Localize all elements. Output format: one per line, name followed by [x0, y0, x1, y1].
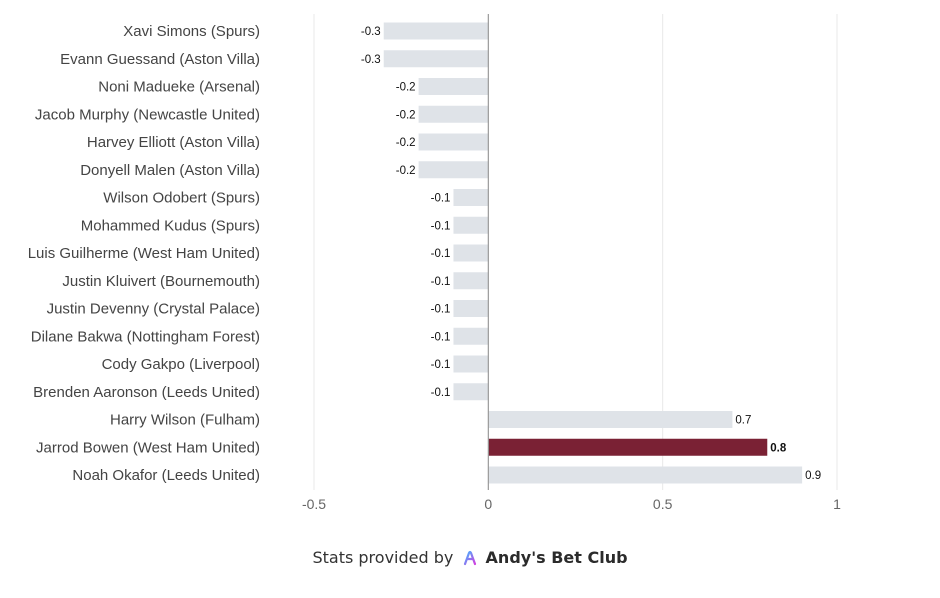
bar [383, 22, 489, 40]
bar [383, 50, 489, 68]
data-label: 0.7 [735, 415, 751, 427]
bar-chart: -0.5 0 0.5 1 Xavi Simons (Spurs) -0.3 Evann Gu… [28, 14, 841, 512]
category-label: Evann Guessand (Aston Villa) [60, 51, 260, 68]
data-label: -0.1 [431, 304, 451, 316]
bar [453, 383, 489, 401]
category-label: Noah Okafor (Leeds United) [72, 467, 260, 484]
category-label: Jacob Murphy (Newcastle United) [35, 106, 260, 123]
data-label: -0.3 [361, 54, 381, 66]
category-label: Luis Guilherme (West Ham United) [28, 245, 260, 262]
category-label: Harry Wilson (Fulham) [110, 412, 260, 429]
bar [453, 272, 489, 290]
bar [453, 244, 489, 262]
footer-prefix: Stats provided by [312, 548, 454, 567]
data-label: -0.2 [396, 137, 416, 149]
x-tick-label: 0.5 [653, 496, 673, 512]
category-label: Noni Madueke (Arsenal) [98, 79, 260, 96]
bar [453, 216, 489, 234]
data-label: 0.9 [805, 470, 821, 482]
category-label: Mohammed Kudus (Spurs) [81, 217, 260, 234]
x-tick-label: 0 [484, 496, 492, 512]
data-label: -0.1 [431, 331, 451, 343]
data-label: -0.1 [431, 276, 451, 288]
data-label: 0.8 [770, 442, 787, 454]
category-label: Jarrod Bowen (West Ham United) [36, 439, 260, 456]
bar [453, 327, 489, 345]
bar [453, 189, 489, 206]
data-label: -0.2 [396, 109, 416, 121]
bar [453, 355, 489, 373]
data-label: -0.1 [431, 193, 451, 205]
bar [488, 466, 803, 484]
andys-bet-club-logo-icon [462, 550, 478, 570]
data-label: -0.1 [431, 359, 451, 371]
category-label: Donyell Malen (Aston Villa) [80, 162, 260, 179]
bar [418, 78, 489, 95]
data-label: -0.2 [396, 82, 416, 94]
footer-brand: Andy's Bet Club [485, 548, 628, 567]
category-label: Xavi Simons (Spurs) [123, 23, 260, 40]
bar [418, 161, 489, 179]
bar [488, 411, 733, 428]
category-label: Justin Devenny (Crystal Palace) [47, 301, 260, 318]
data-label: -0.1 [431, 248, 451, 260]
data-label: -0.2 [396, 165, 416, 177]
category-label: Harvey Elliott (Aston Villa) [87, 134, 260, 151]
category-label: Justin Kluivert (Bournemouth) [62, 273, 260, 290]
data-label: -0.1 [431, 387, 451, 399]
category-label: Dilane Bakwa (Nottingham Forest) [31, 328, 260, 345]
x-tick-label: 1 [833, 496, 841, 512]
bar [418, 105, 489, 123]
footer-credit: Stats provided by Andy's Bet Club [0, 548, 940, 570]
x-tick-label: -0.5 [302, 496, 326, 512]
data-label: -0.3 [361, 26, 381, 38]
category-label: Wilson Odobert (Spurs) [103, 190, 260, 207]
category-label: Brenden Aaronson (Leeds United) [33, 384, 260, 401]
bar [453, 300, 489, 317]
bar [488, 438, 768, 456]
bar [418, 133, 489, 151]
data-label: -0.1 [431, 220, 451, 232]
category-label: Cody Gakpo (Liverpool) [102, 356, 260, 373]
